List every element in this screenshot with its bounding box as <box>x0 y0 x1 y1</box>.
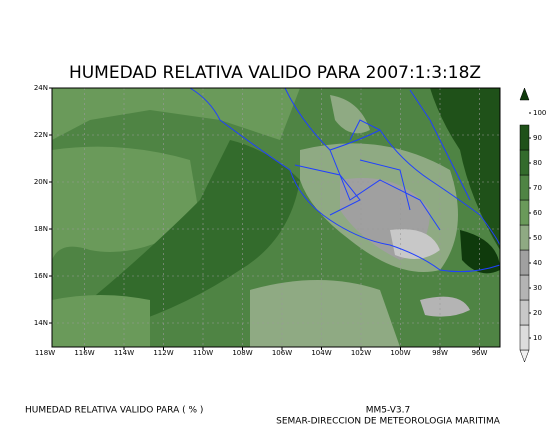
colorbar-bin <box>519 124 530 151</box>
lon-label: 116W <box>74 349 94 357</box>
lat-label: 24N <box>34 84 48 92</box>
humidity-field <box>52 88 500 347</box>
lat-label: 14N <box>34 319 48 327</box>
lon-label: 104W <box>311 349 331 357</box>
colorbar-bin <box>519 224 530 251</box>
lat-label: 22N <box>34 131 48 139</box>
colorbar-bin <box>519 324 530 351</box>
colorbar-label: 30 <box>533 284 542 292</box>
model-label: MM5-V3.7 <box>366 406 410 416</box>
colorbar-label: 80 <box>533 159 542 167</box>
agency-label: SEMAR-DIRECCION DE METEOROLOGIA MARITIMA <box>276 417 501 425</box>
lat-label: 20N <box>34 178 48 186</box>
map-frame <box>51 87 501 348</box>
lon-label: 100W <box>390 349 410 357</box>
lat-label: 16N <box>34 272 48 280</box>
colorbar-label: 20 <box>533 309 542 317</box>
colorbar-label: 40 <box>533 259 542 267</box>
lon-label: 96W <box>472 349 488 357</box>
lon-label: 108W <box>232 349 252 357</box>
colorbar: 10 20 30 40 50 60 70 80 90 100 <box>519 87 546 363</box>
colorbar-bin <box>519 174 530 201</box>
footer-label: HUMEDAD RELATIVA VALIDO PARA ( % ) <box>25 406 203 416</box>
lon-label: 106W <box>272 349 292 357</box>
lon-label: 114W <box>114 349 134 357</box>
map-title: HUMEDAD RELATIVA VALIDO PARA 2007:1:3:18… <box>69 63 481 83</box>
colorbar-bin <box>519 274 530 301</box>
lon-label: 102W <box>351 349 371 357</box>
colorbar-bin <box>519 199 530 226</box>
coastlines <box>189 87 501 273</box>
colorbar-bin <box>519 249 530 276</box>
lon-label: 118W <box>35 349 55 357</box>
colorbar-label: 90 <box>533 134 542 142</box>
lon-label: 98W <box>432 349 448 357</box>
colorbar-label: 60 <box>533 209 542 217</box>
lon-label: 110W <box>193 349 213 357</box>
colorbar-bin <box>519 299 530 326</box>
lat-label: 18N <box>34 225 48 233</box>
lon-label: 112W <box>153 349 173 357</box>
colorbar-bin <box>519 87 530 101</box>
colorbar-label: 70 <box>533 184 542 192</box>
colorbar-label: 50 <box>533 234 542 242</box>
colorbar-label: 100 <box>533 109 546 117</box>
colorbar-bin <box>519 349 530 363</box>
colorbar-bin <box>519 149 530 176</box>
grid <box>52 88 500 347</box>
colorbar-label: 10 <box>533 334 542 342</box>
